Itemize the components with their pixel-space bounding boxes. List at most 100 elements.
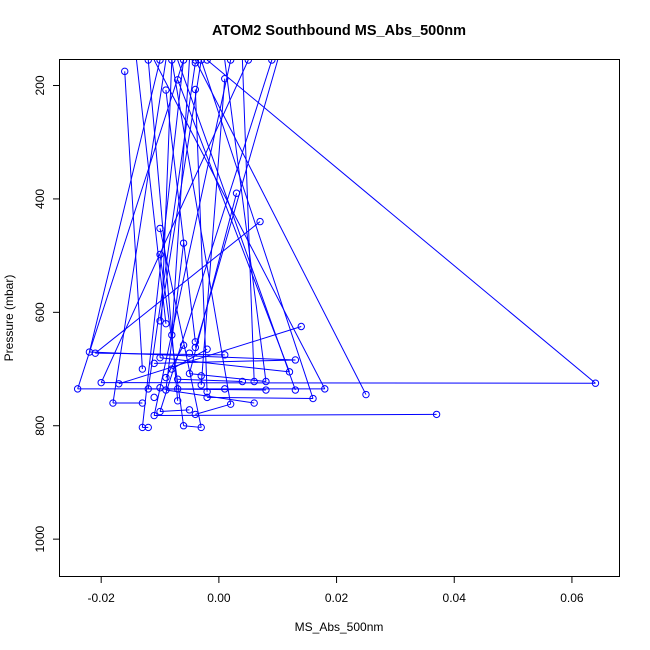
data-point: [185, 369, 194, 378]
profile-line: [194, 60, 367, 395]
x-tick-label: 0.06: [560, 591, 584, 605]
profile-line: [171, 60, 232, 405]
data-point: [91, 349, 100, 357]
profile-line: [101, 382, 596, 384]
y-tick-label: 200: [33, 75, 47, 95]
data-point: [285, 368, 294, 376]
y-tick-label: 600: [33, 302, 47, 322]
data-point: [162, 319, 170, 328]
profile-line: [112, 60, 167, 404]
data-point: [191, 410, 200, 419]
data-point: [262, 377, 270, 386]
profile-line: [200, 78, 226, 385]
data-point: [168, 60, 176, 64]
profile-line: [177, 79, 290, 373]
data-point: [197, 423, 205, 432]
profile-line: [241, 60, 255, 382]
profile-line: [195, 403, 231, 415]
data-point: [362, 390, 370, 399]
data-point: [191, 60, 200, 64]
data-point: [173, 76, 182, 84]
profile-line: [177, 378, 243, 383]
data-point: [173, 375, 182, 383]
data-point: [168, 365, 176, 373]
profile-line: [153, 60, 232, 416]
data-point: [203, 60, 211, 64]
profile-line: [165, 89, 196, 342]
data-point: [197, 381, 205, 389]
profile-line: [94, 221, 261, 354]
data-point: [162, 386, 170, 394]
profile-line: [207, 396, 314, 400]
profile-line: [194, 60, 279, 348]
profile-line: [88, 60, 161, 353]
data-point: [238, 377, 247, 386]
profile-line: [153, 60, 326, 390]
plot-frame: [59, 59, 620, 577]
data-point: [144, 385, 152, 393]
data-point: [203, 388, 211, 396]
data-point: [156, 407, 164, 416]
data-point: [144, 60, 152, 64]
data-point: [179, 239, 188, 247]
data-point: [156, 60, 164, 64]
data-point: [162, 373, 170, 382]
profile-line: [194, 89, 208, 392]
data-point: [226, 60, 235, 64]
data-point: [156, 250, 164, 259]
plot-area: [73, 60, 600, 432]
data-point: [197, 372, 205, 380]
data-point: [291, 356, 300, 364]
x-axis-label: MS_Abs_500nm: [295, 620, 384, 634]
data-point: [232, 189, 241, 197]
profile-line: [147, 62, 196, 389]
data-point: [185, 349, 194, 357]
data-point: [591, 379, 600, 387]
data-point: [203, 345, 211, 353]
data-point: [221, 75, 229, 83]
data-point: [268, 60, 276, 64]
data-point: [138, 365, 147, 373]
data-point: [109, 399, 117, 407]
data-point: [226, 400, 235, 408]
data-point: [138, 423, 147, 432]
profile-line: [159, 228, 202, 428]
data-point: [191, 60, 200, 67]
data-point: [221, 385, 229, 393]
data-point: [244, 60, 252, 64]
data-point: [262, 386, 270, 394]
profile-line: [224, 60, 267, 382]
data-point: [115, 380, 123, 388]
profile-line: [165, 243, 185, 391]
profile-line: [159, 357, 290, 373]
data-point: [185, 406, 194, 414]
x-tick-label: 0.02: [325, 591, 349, 605]
data-point: [168, 331, 176, 339]
data-point: [203, 393, 211, 402]
profile-line: [135, 60, 167, 324]
profile-line: [148, 388, 266, 391]
chart-title: ATOM2 Southbound MS_Abs_500nm: [212, 23, 466, 39]
data-point: [197, 60, 205, 64]
data-point: [162, 86, 170, 94]
y-tick-label: 400: [33, 189, 47, 209]
data-point: [191, 85, 200, 94]
data-point: [144, 423, 152, 432]
data-point: [73, 385, 82, 393]
profile-line: [159, 60, 202, 321]
data-point: [156, 353, 164, 362]
data-point: [256, 217, 264, 226]
profile-line: [160, 409, 190, 413]
data-point: [250, 399, 258, 407]
x-axis: -0.02 0.00 0.02 0.04 0.06: [88, 576, 584, 605]
profile-line: [171, 348, 208, 370]
profile-line: [165, 344, 185, 378]
y-tick-label: 1000: [33, 525, 47, 552]
data-point: [297, 322, 305, 331]
y-axis: 200 400 600 800 1000: [33, 75, 60, 552]
data-point: [150, 393, 158, 402]
data-point: [221, 351, 229, 359]
data-point: [191, 338, 200, 346]
data-point: [321, 385, 329, 393]
